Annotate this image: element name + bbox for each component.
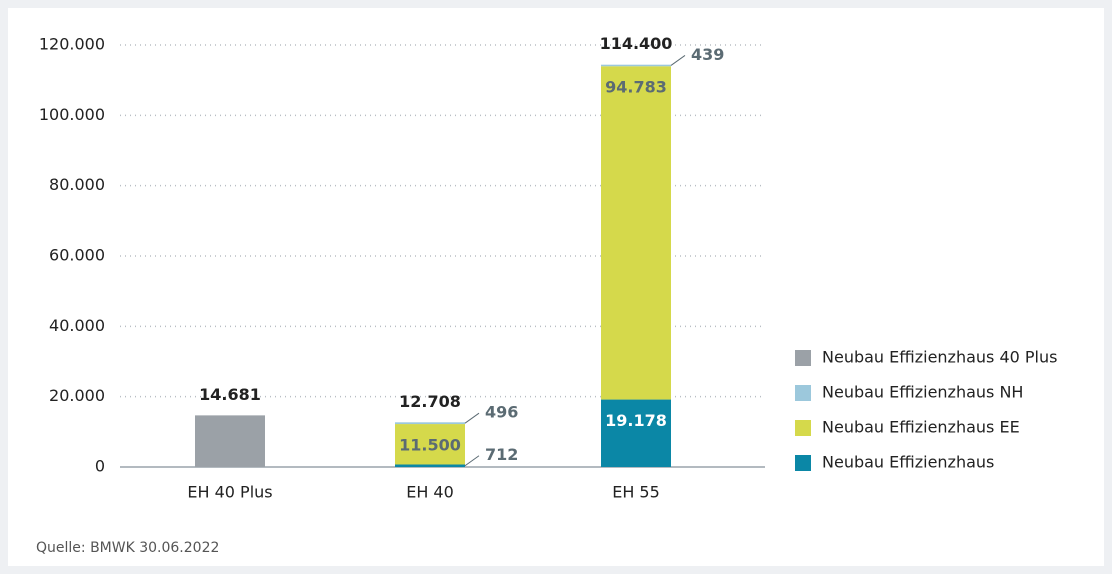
y-tick-label: 60.000 bbox=[49, 246, 105, 265]
value-label: 712 bbox=[485, 445, 518, 464]
legend-label: Neubau Effizienzhaus EE bbox=[822, 418, 1020, 437]
legend-swatch bbox=[795, 455, 811, 471]
legend-swatch bbox=[795, 385, 811, 401]
x-tick-label: EH 40 bbox=[406, 483, 454, 502]
y-tick-label: 120.000 bbox=[39, 35, 105, 54]
total-label: 12.708 bbox=[399, 392, 461, 411]
legend-label: Neubau Effizienzhaus 40 Plus bbox=[822, 348, 1057, 367]
y-tick-label: 80.000 bbox=[49, 175, 105, 194]
bar-segment bbox=[395, 464, 465, 467]
source: Quelle: BMWK 30.06.2022 bbox=[36, 540, 219, 556]
value-label: 439 bbox=[691, 45, 724, 64]
legend-label: Neubau Effizienzhaus NH bbox=[822, 383, 1023, 402]
bar-segment bbox=[395, 422, 465, 425]
bar-segment bbox=[195, 415, 265, 467]
x-tick-label: EH 55 bbox=[612, 483, 660, 502]
bar-segment bbox=[601, 399, 671, 467]
legend-swatch bbox=[795, 350, 811, 366]
y-tick-label: 100.000 bbox=[39, 105, 105, 124]
value-label: 94.783 bbox=[605, 78, 667, 97]
value-label: 19.178 bbox=[605, 411, 667, 430]
leader-line bbox=[464, 412, 480, 424]
x-tick-label: EH 40 Plus bbox=[187, 483, 272, 502]
y-tick-label: 0 bbox=[95, 457, 105, 476]
total-label: 114.400 bbox=[600, 34, 673, 53]
y-tick-label: 40.000 bbox=[49, 316, 105, 335]
leader-line bbox=[670, 55, 686, 66]
y-tick-label: 20.000 bbox=[49, 386, 105, 405]
legend-swatch bbox=[795, 420, 811, 436]
value-label: 496 bbox=[485, 403, 518, 422]
bar-segment bbox=[601, 66, 671, 400]
panel bbox=[8, 8, 1104, 566]
bar-segment bbox=[395, 424, 465, 465]
legend-label: Neubau Effizienzhaus bbox=[822, 453, 994, 472]
leader-line bbox=[464, 455, 480, 467]
value-label: 11.500 bbox=[399, 436, 461, 455]
total-label: 14.681 bbox=[199, 385, 261, 404]
bar-segment bbox=[601, 64, 671, 67]
